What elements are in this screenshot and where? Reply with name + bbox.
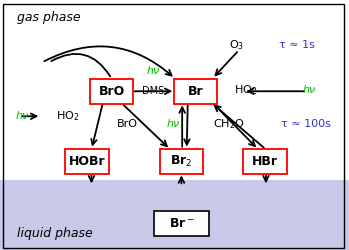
Text: HO$_2$: HO$_2$ <box>57 109 80 123</box>
Text: O$_3$: O$_3$ <box>229 38 244 52</box>
Text: Br$_2$: Br$_2$ <box>170 154 193 169</box>
FancyBboxPatch shape <box>66 149 109 174</box>
Text: Br$^-$: Br$^-$ <box>169 217 194 230</box>
Text: hν: hν <box>302 85 315 95</box>
Text: τ ≈ 1s: τ ≈ 1s <box>279 40 315 50</box>
Text: hν: hν <box>16 111 29 121</box>
Text: τ ≈ 100s: τ ≈ 100s <box>281 119 331 129</box>
Text: gas phase: gas phase <box>17 11 81 24</box>
Text: HBr: HBr <box>252 155 278 168</box>
Text: HOBr: HOBr <box>69 155 105 168</box>
FancyBboxPatch shape <box>154 211 209 236</box>
Text: hν: hν <box>166 119 179 129</box>
FancyBboxPatch shape <box>160 149 203 174</box>
Text: Br: Br <box>188 85 203 98</box>
Text: DMS: DMS <box>142 86 165 96</box>
Text: CH$_2$O: CH$_2$O <box>213 117 244 131</box>
Text: BrO: BrO <box>117 119 138 129</box>
FancyBboxPatch shape <box>244 149 287 174</box>
FancyBboxPatch shape <box>90 79 133 104</box>
FancyBboxPatch shape <box>174 79 217 104</box>
Text: liquid phase: liquid phase <box>17 227 93 240</box>
Text: HO$_2$: HO$_2$ <box>234 83 257 97</box>
Text: BrO: BrO <box>98 85 125 98</box>
Text: hν: hν <box>147 66 160 76</box>
Bar <box>0 180 349 250</box>
